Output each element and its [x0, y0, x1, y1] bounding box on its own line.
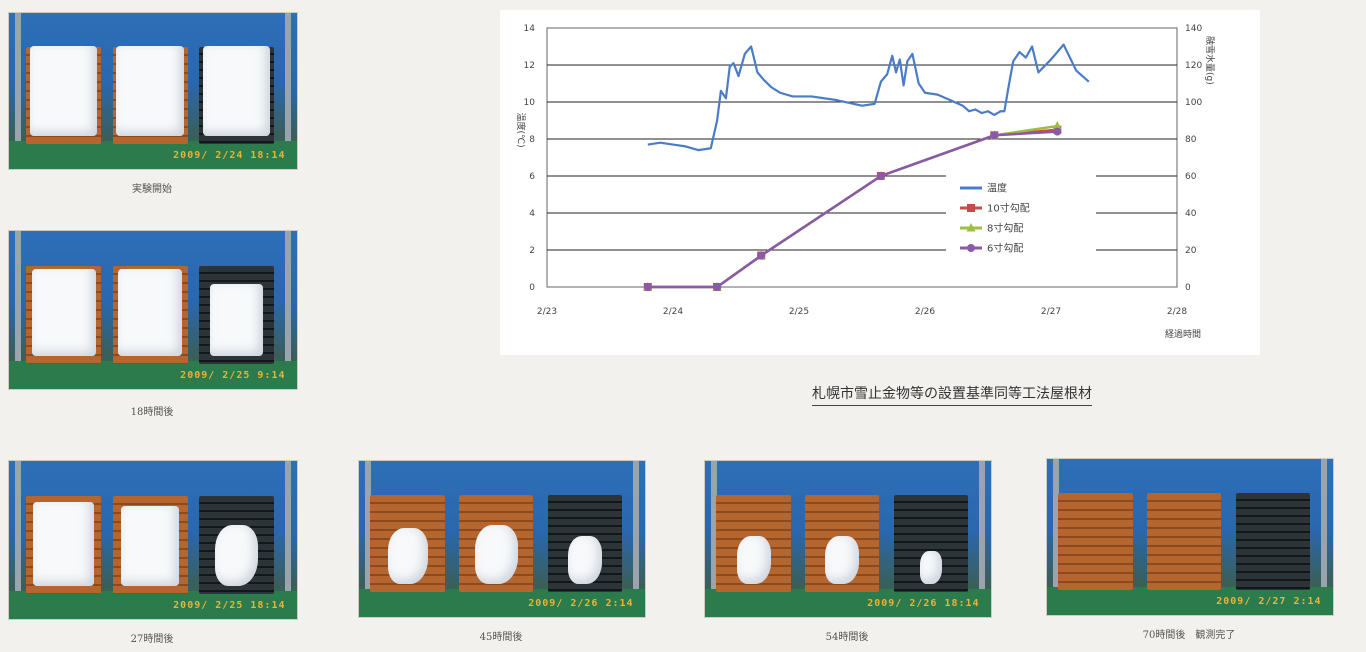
y-tick-label: 14 [524, 24, 536, 34]
x-tick-label: 2/27 [1041, 307, 1061, 317]
photo-timestamp: 2009/ 2/25 18:14 [173, 600, 286, 612]
x-tick-label: 2/24 [663, 307, 683, 317]
snow-pile [919, 550, 943, 585]
snow-pile [736, 535, 771, 585]
y-tick-label: 4 [529, 209, 535, 219]
photo-27h: 2009/ 2/25 18:14 [8, 460, 298, 620]
data-point-6寸勾配 [990, 131, 999, 140]
photo-caption-27h: 27時間後 [130, 634, 174, 645]
snow-pile [120, 506, 180, 586]
x-tick-label: 2/23 [537, 307, 557, 317]
legend-label: 6寸勾配 [987, 242, 1023, 255]
snow-pile [567, 535, 603, 585]
legend-label: 10寸勾配 [987, 202, 1030, 215]
photo-timestamp: 2009/ 2/26 18:14 [867, 598, 980, 610]
snow-pile [33, 502, 95, 586]
y-tick-label: 12 [524, 61, 535, 71]
y2-tick-label: 120 [1185, 61, 1202, 71]
y-tick-label: 8 [529, 135, 535, 145]
y-tick-label: 10 [524, 98, 536, 108]
photo-54h: 2009/ 2/26 18:14 [704, 460, 992, 618]
data-point-6寸勾配 [967, 244, 975, 252]
photo-caption-54h: 54時間後 [825, 632, 869, 643]
y2-axis-label: 融雪水量(g) [1204, 36, 1216, 85]
photo-timestamp: 2009/ 2/24 18:14 [173, 150, 286, 162]
x-axis-label: 経過時間 [1165, 328, 1201, 340]
snow-pile [202, 46, 271, 137]
y2-tick-label: 0 [1185, 283, 1191, 293]
y2-tick-label: 60 [1185, 172, 1197, 182]
y-tick-label: 6 [529, 172, 535, 182]
data-point-6寸勾配 [643, 283, 652, 291]
photo-18h: 2009/ 2/25 9:14 [8, 230, 298, 390]
photo-caption-70h: 70時間後 観測完了 [1142, 630, 1236, 641]
photo-start: 2009/ 2/24 18:14 [8, 12, 298, 170]
data-point-8寸勾配 [966, 223, 976, 232]
y2-tick-label: 100 [1185, 98, 1202, 108]
y-tick-label: 2 [529, 246, 535, 256]
y2-tick-label: 40 [1185, 209, 1197, 219]
y2-tick-label: 20 [1185, 246, 1197, 256]
photo-timestamp: 2009/ 2/25 9:14 [180, 370, 286, 382]
section-heading: 札幌市雪止金物等の設置基準同等工法屋根材 [812, 383, 1092, 406]
x-tick-label: 2/28 [1167, 307, 1187, 317]
photo-caption-start: 実験開始 [132, 184, 172, 195]
y2-tick-label: 80 [1185, 135, 1197, 145]
snow-pile [117, 268, 183, 356]
photo-caption-45h: 45時間後 [479, 632, 523, 643]
data-point-6寸勾配 [1053, 127, 1062, 136]
photo-timestamp: 2009/ 2/27 2:14 [1216, 596, 1322, 608]
legend-label: 温度 [987, 182, 1007, 195]
x-tick-label: 2/25 [789, 307, 809, 317]
x-tick-label: 2/26 [915, 307, 935, 317]
photo-caption-18h: 18時間後 [130, 407, 174, 418]
snow-pile [214, 525, 259, 586]
snow-pile [387, 528, 428, 585]
photo-45h: 2009/ 2/26 2:14 [358, 460, 646, 618]
snow-pile [210, 283, 263, 356]
snow-pile [474, 524, 518, 585]
photo-70h: 2009/ 2/27 2:14 [1046, 458, 1334, 616]
snow-pile [825, 535, 860, 585]
snow-pile [30, 46, 98, 137]
data-point-6寸勾配 [757, 251, 766, 260]
y-tick-label: 0 [529, 283, 535, 293]
photo-timestamp: 2009/ 2/26 2:14 [528, 598, 634, 610]
snow-pile [31, 268, 96, 356]
series-line-6寸勾配 [647, 130, 1058, 289]
data-point-8寸勾配 [1052, 121, 1062, 130]
y2-tick-label: 140 [1185, 24, 1202, 34]
snow-pile [116, 46, 184, 137]
y-axis-label: 温度(℃) [515, 113, 527, 148]
data-point-6寸勾配 [876, 172, 885, 180]
series-line-温度 [647, 43, 1090, 152]
data-point-6寸勾配 [713, 283, 722, 291]
data-point-10寸勾配 [967, 204, 975, 212]
legend-label: 8寸勾配 [987, 222, 1023, 235]
